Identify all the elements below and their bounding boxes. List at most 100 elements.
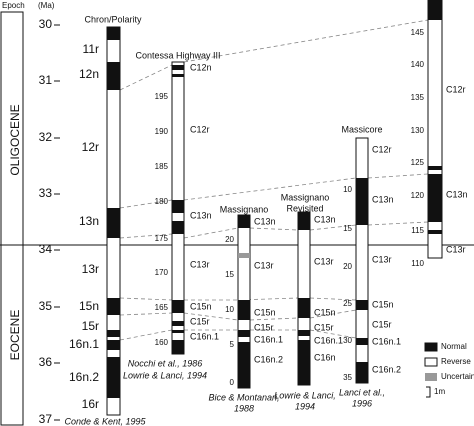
- chron-label: C13n: [372, 194, 394, 204]
- legend-label: Normal: [441, 342, 467, 351]
- chron-label: C13r: [314, 256, 334, 266]
- chron-label: 12r: [82, 140, 99, 154]
- chron-label: C16n.2: [254, 354, 283, 364]
- scale-label: 130: [411, 126, 425, 135]
- column-caption: Conde & Kent, 1995: [64, 416, 146, 426]
- chron-label: C15n: [314, 307, 336, 317]
- scale-label: 135: [411, 93, 425, 102]
- chron-label: C12r: [190, 124, 210, 134]
- correlation-lines: [119, 19, 429, 341]
- scale-label: 20: [225, 235, 234, 244]
- scale-label: 110: [411, 259, 424, 268]
- column-title: Massignano: [281, 192, 330, 202]
- scale-label: 20: [343, 262, 352, 271]
- epoch-header: Epoch: [2, 1, 25, 10]
- polarity-column: [237, 214, 251, 389]
- chron-label: C12n: [190, 62, 212, 72]
- scale-label: 190: [155, 127, 169, 136]
- chron-label: C13n: [190, 210, 212, 220]
- column-title: Revisited: [286, 203, 323, 213]
- scale-label: 10: [343, 185, 352, 194]
- polarity-column: [427, 0, 443, 259]
- scale-label: 5: [230, 340, 235, 349]
- scale-label: 0: [230, 378, 235, 387]
- column-caption: 1996: [352, 398, 372, 408]
- age-tick-label: 35: [39, 299, 53, 313]
- scale-label: 15: [343, 224, 352, 233]
- chron-label: C15n: [254, 307, 276, 317]
- scale-label: 125: [411, 158, 425, 167]
- age-tick-label: 34: [39, 242, 53, 256]
- scale-label: 30: [343, 336, 352, 345]
- legend-label: Uncertain: [441, 372, 474, 381]
- column-caption: Lowrie & Lanci,: [274, 390, 336, 400]
- scale-label: 120: [411, 191, 425, 200]
- chron-label: 16r: [82, 397, 99, 411]
- column-caption: Lowrie & Lanci, 1994: [123, 370, 207, 380]
- age-tick-label: 37: [39, 412, 53, 426]
- chron-label: C13n: [446, 189, 468, 199]
- age-tick-label: 32: [39, 130, 53, 144]
- scale-label: 25: [343, 299, 352, 308]
- column-title: Massignano: [220, 204, 269, 214]
- age-tick-label: 30: [39, 17, 53, 31]
- column-title: Massicore: [341, 124, 382, 134]
- age-tick-label: 36: [39, 355, 53, 369]
- polarity-column: [297, 211, 311, 386]
- chron-label: C13r: [254, 260, 274, 270]
- chron-label: C15r: [372, 319, 392, 329]
- chron-label: 13r: [82, 262, 99, 276]
- column-caption: Bice & Montanari,: [208, 392, 279, 402]
- column-caption: 1994: [295, 401, 315, 411]
- scale-label: 185: [155, 162, 169, 171]
- chron-label: C16n.1: [190, 331, 219, 341]
- unit-header: (Ma): [38, 1, 55, 10]
- chron-label: 15n: [79, 299, 99, 313]
- scale-label: 15: [225, 270, 234, 279]
- chron-label: 15r: [82, 319, 99, 333]
- age-tick-label: 31: [39, 73, 53, 87]
- scale-label: 175: [155, 234, 169, 243]
- scale-label: 35: [343, 373, 352, 382]
- legend-label: 1m: [434, 387, 445, 396]
- chron-label: C15r: [254, 322, 274, 332]
- chron-label: C15n: [372, 299, 394, 309]
- column-caption: Nocchi et al., 1986: [128, 358, 203, 368]
- scale-label: 195: [155, 92, 169, 101]
- scale-label: 115: [411, 226, 424, 235]
- chron-label: C13r: [190, 259, 210, 269]
- polarity-column: [106, 26, 121, 416]
- legend: [424, 342, 438, 398]
- scale-label: 180: [155, 197, 169, 206]
- chron-label: 13n: [79, 214, 99, 228]
- scale-label: 140: [411, 60, 425, 69]
- epoch-column: [0, 11, 24, 426]
- epoch-label: OLIGOCENE: [8, 104, 22, 175]
- legend-label: Reverse: [441, 357, 471, 366]
- chron-label: C16n.1: [314, 335, 343, 345]
- chron-label: C16n.1: [254, 334, 283, 344]
- age-tick-label: 33: [39, 186, 53, 200]
- column-caption: Lanci et al.,: [339, 387, 385, 397]
- chron-label: C15r: [190, 316, 210, 326]
- scale-label: 145: [411, 28, 425, 37]
- scale-label: 170: [155, 268, 169, 277]
- scale-label: 165: [155, 303, 169, 312]
- chron-label: C13r: [372, 254, 392, 264]
- chron-label: C15r: [314, 322, 334, 332]
- chron-label: C15n: [190, 301, 212, 311]
- chron-label: C16n.1: [372, 336, 401, 346]
- chron-label: C16n.2: [372, 364, 401, 374]
- chron-label: C12r: [372, 144, 392, 154]
- chron-label: 16n.2: [69, 370, 99, 384]
- column-title: Chron/Polarity: [84, 14, 142, 24]
- column-caption: 1988: [234, 403, 254, 413]
- chron-label: C13n: [254, 216, 276, 226]
- polarity-column: [171, 61, 185, 355]
- chron-label: C16n: [314, 352, 336, 362]
- column-title: Contessa Highway III: [135, 50, 220, 60]
- scale-label: 10: [225, 305, 234, 314]
- scale-label: 160: [155, 338, 169, 347]
- chron-label: C13r: [446, 244, 466, 254]
